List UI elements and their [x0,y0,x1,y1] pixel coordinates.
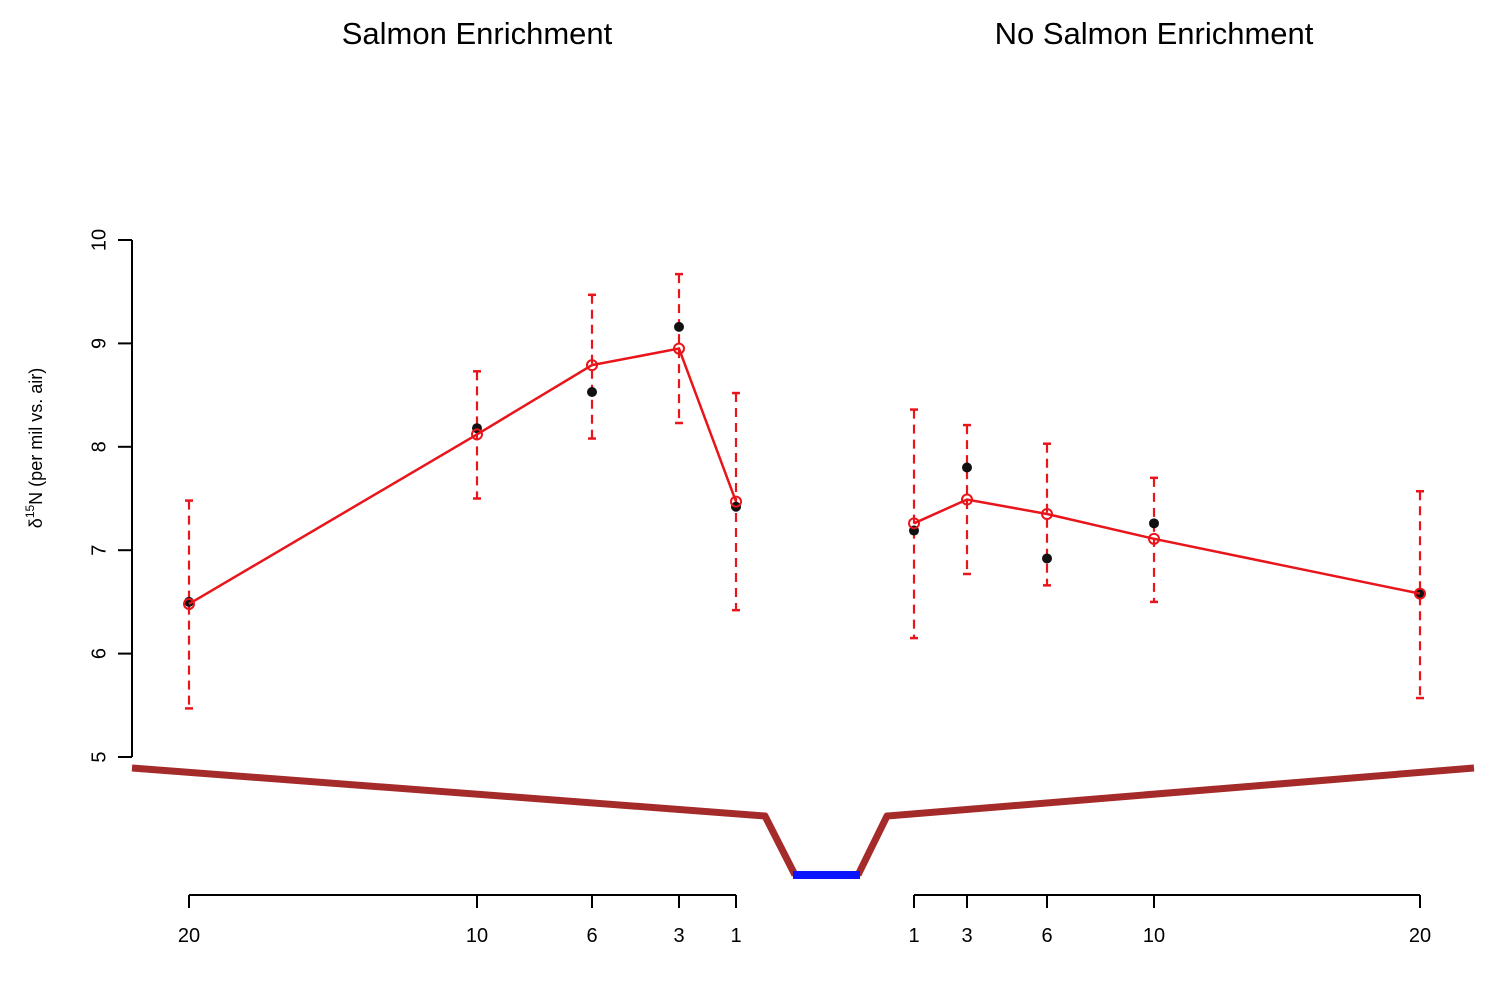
y-tick-label: 10 [88,229,110,251]
y-axis: 5 6 7 8 9 10 [88,229,133,763]
x-tick-label: 10 [1143,925,1165,947]
y-tick-label: 5 [88,751,110,762]
panel-title-no-salmon: No Salmon Enrichment [995,16,1314,51]
fitted-line [188,347,738,606]
left-bank [131,764,799,877]
observed-point [1042,553,1052,564]
x-tick-label: 1 [908,925,919,947]
y-tick-label: 8 [88,441,110,452]
observed-point [962,462,972,473]
y-tick-label: 9 [88,338,110,349]
x-tick-label: 20 [1409,925,1431,947]
x-tick-label: 3 [961,925,972,947]
y-axis-label-superscript: 15 [23,504,37,518]
fitted-point [961,493,973,506]
fitted-point [471,428,483,441]
fitted-point [183,597,195,610]
fitted-point [586,359,598,372]
observed-point [587,386,597,397]
stream-cross-section [131,764,1475,879]
y-axis-label: δ15N (per mil vs. air) [23,368,46,528]
observed-point [674,321,684,332]
fitted-line [913,498,1421,595]
right-bank [854,764,1475,877]
fitted-point [673,342,685,355]
fitted-point [908,517,920,530]
panel-title-salmon: Salmon Enrichment [342,16,613,51]
fitted-point [1148,532,1160,545]
y-tick-label: 7 [88,545,110,556]
y-axis-label-delta: δ [26,518,46,528]
x-tick-label: 6 [1041,925,1052,947]
x-tick-label: 1 [730,925,741,947]
x-tick-label: 20 [178,925,200,947]
fitted-point [1414,587,1426,600]
data-marks [183,272,1426,710]
y-axis-label-text: N (per mil vs. air) [26,368,46,505]
fitted-point [730,495,742,508]
x-tick-label: 3 [673,925,684,947]
x-tick-label: 10 [466,925,488,947]
x-axes: 20 10 6 3 1 1 3 6 10 20 [178,894,1431,947]
observed-point [1149,518,1159,529]
y-tick-label: 6 [88,648,110,659]
fitted-point [1041,508,1053,521]
x-tick-label: 6 [586,925,597,947]
